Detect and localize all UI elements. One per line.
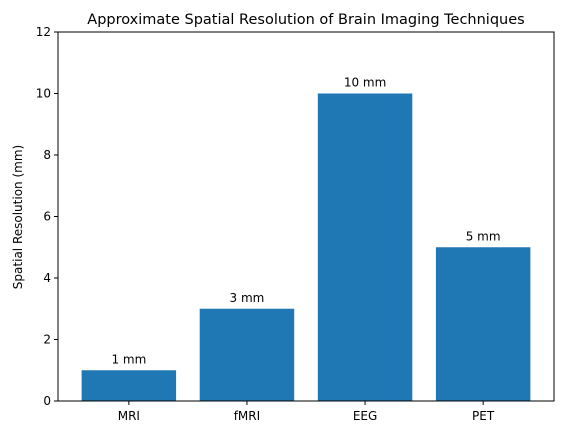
y-tick-label: 12: [36, 25, 51, 39]
y-tick-label: 8: [43, 148, 51, 162]
x-tick-label-eeg: EEG: [353, 409, 377, 423]
data-label-mri: 1 mm: [111, 352, 146, 366]
data-label-fmri: 3 mm: [230, 291, 265, 305]
axes-frame: [57, 31, 555, 402]
bar-mri: [81, 370, 177, 401]
data-label-eeg: 10 mm: [344, 76, 386, 90]
x-tick-label-fmri: fMRI: [234, 409, 260, 423]
bar-fmri: [199, 308, 295, 401]
chart-title: Approximate Spatial Resolution of Brain …: [87, 12, 524, 28]
y-tick-label: 10: [36, 87, 51, 101]
bar-eeg: [317, 93, 413, 401]
y-tick-label: 0: [43, 394, 51, 408]
y-tick-label: 2: [43, 333, 51, 347]
bar-pet: [435, 247, 531, 401]
y-tick-label: 4: [43, 271, 51, 285]
y-tick-label: 6: [43, 210, 51, 224]
x-tick-label-mri: MRI: [118, 409, 140, 423]
data-label-pet: 5 mm: [466, 229, 501, 243]
x-tick-label-pet: PET: [472, 409, 495, 423]
y-axis-label: Spatial Resolution (mm): [11, 145, 25, 289]
plot-area: 1 mm MRI 3 mm fMRI 10 mm EEG 5 mm PET 0 2 4 6 8 10 12: [36, 25, 555, 423]
